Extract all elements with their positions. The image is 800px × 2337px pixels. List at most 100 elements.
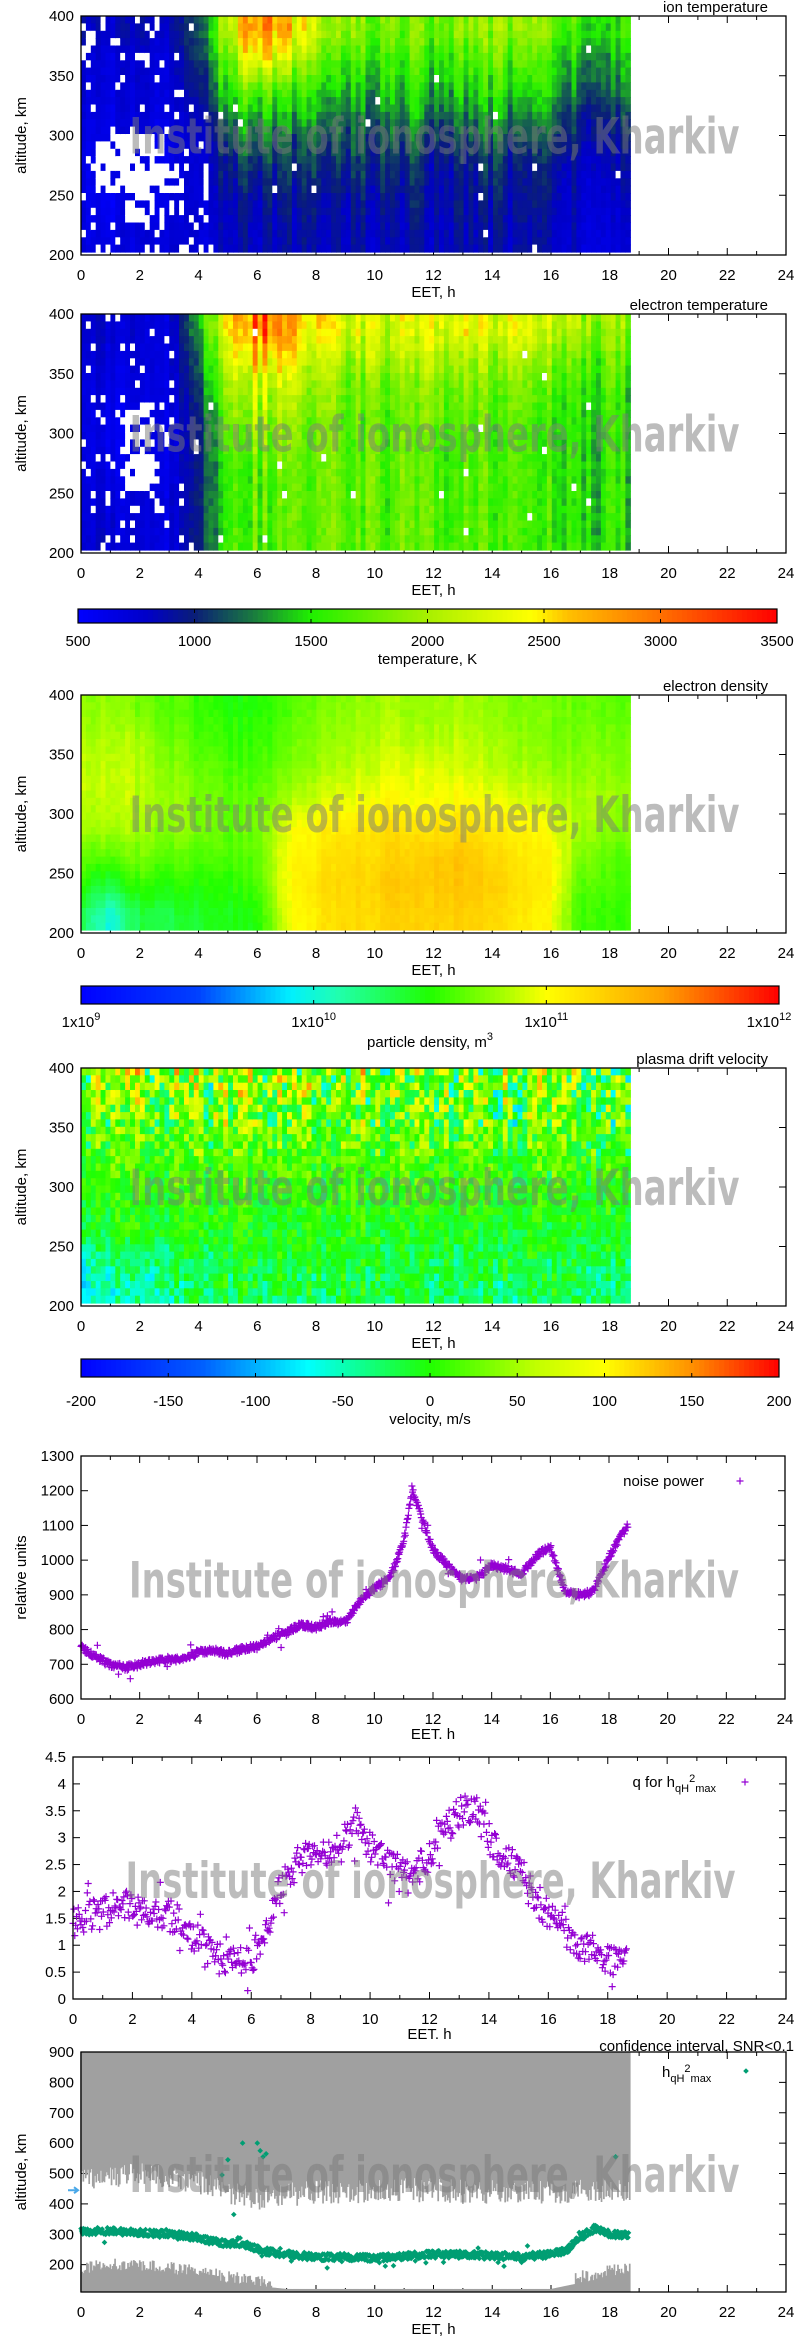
heatmap-cell	[326, 223, 332, 231]
heatmap-cell	[380, 31, 386, 39]
heatmap-cell	[395, 90, 401, 98]
heatmap-cell	[106, 171, 112, 179]
heatmap-cell	[223, 53, 229, 61]
x-tick-label: 4	[194, 267, 202, 284]
heatmap-cell	[385, 223, 391, 231]
heatmap-cell	[160, 200, 166, 208]
heatmap-cell	[135, 491, 141, 499]
heatmap-cell	[258, 97, 264, 105]
heatmap-cell	[120, 97, 126, 105]
heatmap-cell	[429, 46, 435, 54]
heatmap-cell	[223, 68, 229, 76]
heatmap-cell	[164, 23, 170, 31]
heatmap-cell	[267, 321, 273, 329]
heatmap-cell	[233, 215, 239, 223]
heatmap-cell	[243, 215, 249, 223]
heatmap-cell	[130, 535, 136, 543]
heatmap-cell	[267, 90, 273, 98]
heatmap-cell	[110, 215, 116, 223]
heatmap-cell	[616, 53, 622, 61]
heatmap-cell	[174, 506, 180, 514]
heatmap-cell	[410, 75, 416, 83]
heatmap-cell	[145, 60, 151, 68]
heatmap-cell	[567, 230, 573, 238]
heatmap-cell	[263, 230, 269, 238]
heatmap-cell	[86, 186, 92, 194]
heatmap-cell	[366, 215, 372, 223]
heatmap-cell	[478, 53, 484, 61]
heatmap-cell	[400, 31, 406, 39]
heatmap-cell	[267, 186, 273, 194]
heatmap-cell	[106, 186, 112, 194]
heatmap-cell	[336, 68, 342, 76]
heatmap-cell	[130, 484, 136, 492]
heatmap-cell	[160, 395, 166, 403]
heatmap-cell	[459, 193, 465, 201]
heatmap-cell	[307, 68, 313, 76]
heatmap-cell	[267, 395, 273, 403]
x-tick-label: 12	[425, 267, 442, 284]
heatmap-cell	[218, 237, 224, 245]
heatmap-cell	[115, 410, 121, 418]
heatmap-cell	[346, 46, 352, 54]
heatmap-cell	[120, 164, 126, 172]
heatmap-cell	[218, 245, 224, 253]
heatmap-cell	[297, 237, 303, 245]
heatmap-cell	[351, 16, 357, 24]
heatmap-cell	[405, 60, 411, 68]
heatmap-cell	[356, 208, 362, 216]
heatmap-cell	[527, 230, 533, 238]
heatmap-cell	[174, 344, 180, 352]
heatmap-cell	[86, 149, 92, 157]
heatmap-cell	[366, 200, 372, 208]
heatmap-cell	[189, 476, 195, 484]
heatmap-cell	[150, 171, 156, 179]
heatmap-cell	[253, 178, 259, 186]
x-axis-label: EET, h	[411, 284, 455, 301]
heatmap-cell	[213, 97, 219, 105]
heatmap-cell	[267, 60, 273, 68]
heatmap-cell	[567, 23, 573, 31]
heatmap-cell	[267, 336, 273, 344]
heatmap-cell	[120, 141, 126, 149]
heatmap-cell	[238, 53, 244, 61]
heatmap-cell	[160, 380, 166, 388]
heatmap-cell	[621, 97, 627, 105]
heatmap-cell	[267, 223, 273, 231]
heatmap-cell	[101, 469, 107, 477]
heatmap-cell	[238, 90, 244, 98]
heatmap-cell	[415, 230, 421, 238]
heatmap-cell	[101, 46, 107, 54]
heatmap-cell	[400, 186, 406, 194]
heatmap-cell	[542, 60, 548, 68]
heatmap-cell	[493, 186, 499, 194]
heatmap-cell	[527, 171, 533, 179]
heatmap-cell	[258, 193, 264, 201]
heatmap-cell	[233, 358, 239, 366]
heatmap-cell	[189, 60, 195, 68]
heatmap-cell	[164, 314, 170, 322]
heatmap-cell	[199, 200, 205, 208]
heatmap-cell	[606, 237, 612, 245]
heatmap-cell	[581, 215, 587, 223]
heatmap-cell	[81, 112, 87, 120]
heatmap-cell	[616, 68, 622, 76]
heatmap-cell	[91, 193, 97, 201]
heatmap-cell	[106, 141, 112, 149]
heatmap-cell	[503, 215, 509, 223]
heatmap-cell	[199, 358, 205, 366]
heatmap-cell	[209, 521, 215, 529]
heatmap-cell	[115, 149, 121, 157]
heatmap-cell	[581, 237, 587, 245]
heatmap-cell	[272, 97, 278, 105]
heatmap-cell	[145, 528, 151, 536]
heatmap-cell	[238, 491, 244, 499]
heatmap-cell	[621, 82, 627, 90]
heatmap-cell	[356, 223, 362, 231]
heatmap-cell	[160, 476, 166, 484]
heatmap-cell	[209, 60, 215, 68]
heatmap-cell	[223, 321, 229, 329]
heatmap-cell	[91, 417, 97, 425]
heatmap-cell	[312, 97, 318, 105]
heatmap-cell	[616, 46, 622, 54]
